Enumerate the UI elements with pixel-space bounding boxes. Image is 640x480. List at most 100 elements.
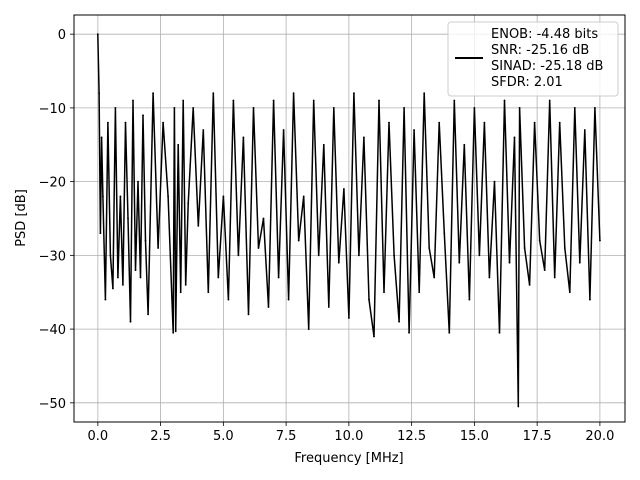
psd-point bbox=[458, 261, 461, 264]
psd-point bbox=[287, 298, 290, 301]
psd-point bbox=[438, 121, 441, 124]
psd-point bbox=[119, 195, 122, 198]
psd-point bbox=[167, 195, 170, 198]
psd-point bbox=[599, 239, 601, 242]
psd-point bbox=[463, 143, 466, 146]
legend-box bbox=[447, 21, 619, 97]
psd-point bbox=[428, 247, 431, 249]
psd-point bbox=[172, 331, 175, 334]
psd-point bbox=[548, 99, 551, 102]
psd-point bbox=[109, 254, 112, 257]
psd-point bbox=[107, 121, 109, 124]
psd-point bbox=[568, 291, 571, 294]
psd-point bbox=[543, 269, 546, 271]
x-tick-label: 12.5 bbox=[397, 429, 426, 444]
psd-point bbox=[179, 291, 182, 294]
legend-sinad: SINAD: -25.18 dB bbox=[491, 59, 603, 74]
psd-point bbox=[99, 232, 102, 235]
psd-point bbox=[257, 247, 260, 249]
psd-point bbox=[282, 129, 285, 131]
psd-point bbox=[583, 129, 586, 131]
psd-point bbox=[252, 107, 255, 109]
psd-point bbox=[292, 92, 295, 95]
psd-point bbox=[332, 107, 335, 109]
psd-point bbox=[518, 107, 521, 109]
psd-point bbox=[433, 276, 436, 279]
psd-point bbox=[96, 33, 99, 36]
x-axis-label: Frequency [MHz] bbox=[294, 451, 403, 466]
psd-point bbox=[403, 107, 405, 109]
psd-point bbox=[100, 136, 103, 139]
y-tick-label: −40 bbox=[39, 323, 66, 338]
psd-series-line bbox=[97, 34, 601, 408]
psd-point bbox=[327, 306, 330, 308]
psd-point bbox=[302, 195, 305, 198]
psd-point bbox=[383, 291, 385, 294]
psd-point bbox=[538, 239, 541, 242]
psd-point bbox=[182, 99, 185, 102]
psd-point bbox=[368, 298, 370, 301]
psd-point bbox=[448, 331, 451, 334]
psd-point bbox=[114, 107, 117, 109]
psd-point bbox=[343, 188, 345, 190]
psd-point bbox=[277, 276, 280, 279]
psd-point bbox=[232, 99, 235, 102]
psd-point bbox=[393, 254, 395, 257]
psd-point bbox=[408, 331, 410, 334]
psd-point bbox=[217, 276, 220, 279]
psd-point bbox=[197, 225, 200, 227]
psd-point bbox=[162, 121, 165, 124]
psd-point bbox=[353, 92, 355, 95]
psd-point bbox=[322, 143, 325, 146]
psd-point bbox=[104, 298, 107, 301]
psd-point bbox=[523, 247, 526, 249]
x-tick-label: 5.0 bbox=[213, 429, 234, 444]
psd-point bbox=[187, 202, 190, 205]
psd-point bbox=[132, 99, 134, 102]
psd-point bbox=[122, 284, 124, 286]
legend-enob: ENOB: -4.48 bits bbox=[491, 27, 598, 42]
psd-point bbox=[152, 92, 155, 95]
x-tick-label: 7.5 bbox=[276, 429, 297, 444]
psd-point bbox=[207, 291, 210, 294]
psd-point bbox=[129, 320, 132, 323]
psd-point bbox=[363, 136, 365, 139]
legend: ENOB: -4.48 bits SNR: -25.16 dB SINAD: -… bbox=[447, 21, 619, 97]
psd-point bbox=[117, 276, 119, 279]
psd-point bbox=[528, 284, 531, 286]
plot-area bbox=[96, 33, 601, 408]
psd-point bbox=[378, 99, 380, 102]
y-tick-label: −20 bbox=[39, 176, 66, 191]
psd-point bbox=[147, 313, 150, 316]
x-tick-label: 0.0 bbox=[88, 429, 109, 444]
psd-point bbox=[177, 143, 180, 146]
psd-point bbox=[134, 269, 137, 271]
x-axis-ticks: 0.0 2.5 5.0 7.5 10.0 12.5 15.0 17.5 20.0 bbox=[88, 422, 614, 444]
psd-point bbox=[508, 261, 511, 264]
legend-sfdr: SFDR: 2.01 bbox=[491, 75, 563, 90]
axes-frame bbox=[73, 14, 626, 423]
x-tick-label: 17.5 bbox=[523, 429, 552, 444]
psd-point bbox=[102, 195, 104, 198]
psd-point bbox=[423, 92, 426, 95]
x-tick-label: 10.0 bbox=[334, 429, 363, 444]
psd-point bbox=[317, 254, 320, 257]
psd-point bbox=[513, 136, 516, 139]
psd-point bbox=[589, 298, 591, 301]
psd-point bbox=[388, 121, 390, 124]
psd-point bbox=[468, 298, 471, 301]
psd-point bbox=[398, 320, 400, 323]
psd-point bbox=[358, 254, 360, 257]
psd-point bbox=[418, 291, 421, 294]
psd-point bbox=[227, 298, 230, 301]
psd-point bbox=[578, 261, 581, 264]
x-tick-label: 20.0 bbox=[585, 429, 614, 444]
psd-point bbox=[503, 99, 506, 102]
psd-point bbox=[533, 121, 536, 124]
psd-point bbox=[262, 217, 265, 220]
psd-point bbox=[137, 180, 139, 183]
psd-point bbox=[413, 129, 415, 131]
y-axis-label: PSD [dB] bbox=[14, 189, 29, 247]
psd-point bbox=[98, 92, 100, 95]
psd-point bbox=[242, 136, 245, 139]
